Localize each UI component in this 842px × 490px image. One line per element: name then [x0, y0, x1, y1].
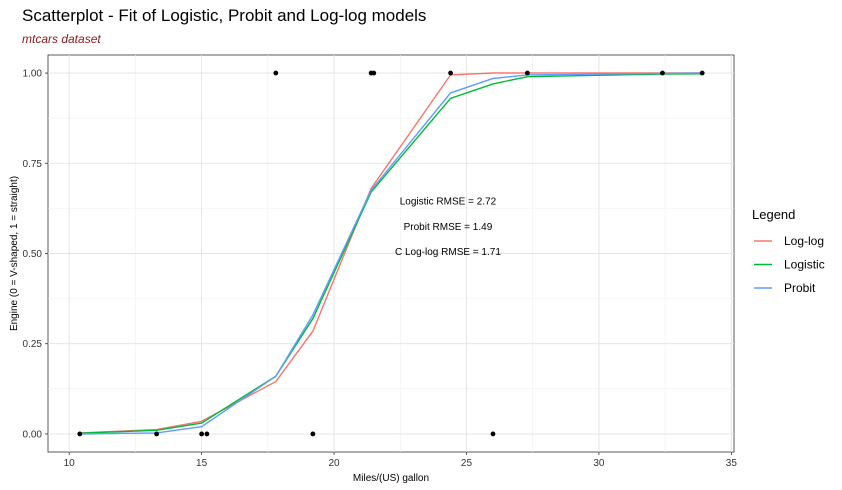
legend: Legend Log-log Logistic Probit — [752, 207, 825, 298]
y-tick-label: 0.00 — [23, 429, 43, 440]
legend-label-logistic: Logistic — [784, 258, 825, 272]
x-axis-title: Miles/(US) gallon — [353, 473, 429, 484]
x-tick-label: 15 — [196, 458, 208, 469]
legend-title: Legend — [752, 207, 795, 222]
data-point — [204, 431, 210, 437]
x-tick-label: 20 — [328, 458, 340, 469]
y-tick-label: 0.25 — [23, 339, 43, 350]
data-point — [154, 431, 159, 437]
chart-title: Scatterplot - Fit of Logistic, Probit an… — [22, 6, 427, 25]
fit-curves — [79, 72, 703, 435]
chart-subtitle: mtcars dataset — [22, 32, 101, 46]
legend-label-probit: Probit — [784, 281, 816, 295]
data-point — [273, 70, 279, 76]
data-point — [371, 70, 377, 76]
grid-lines — [48, 55, 734, 452]
x-tick-label: 30 — [593, 458, 605, 469]
y-axis-title: Engine (0 = V-shaped, 1 = straight) — [9, 176, 20, 331]
series-line-logistic — [79, 73, 703, 434]
data-point — [199, 431, 205, 437]
legend-label-log-log: Log-log — [784, 234, 824, 248]
axis-ticks: 10 15 20 25 30 35 0.00 0.25 0.50 0.75 1.00 — [23, 69, 738, 469]
rmse-annotations: Logistic RMSE = 2.72 Probit RMSE = 1.49 C … — [395, 197, 501, 259]
rmse-annotation: Logistic RMSE = 2.72 — [400, 197, 497, 208]
data-point — [448, 70, 453, 76]
series-line-probit — [79, 72, 703, 435]
x-tick-label: 25 — [461, 458, 473, 469]
data-point — [660, 70, 665, 76]
rmse-annotation: Probit RMSE = 1.49 — [404, 222, 493, 233]
y-tick-label: 1.00 — [23, 69, 43, 80]
data-point — [77, 431, 83, 437]
y-tick-label: 0.75 — [23, 159, 43, 170]
rmse-annotation: C Log-log RMSE = 1.71 — [395, 247, 501, 258]
data-point — [699, 70, 705, 76]
data-point — [525, 70, 530, 76]
data-point — [490, 431, 496, 437]
y-tick-label: 0.50 — [23, 249, 43, 260]
series-line-log-log — [79, 72, 703, 434]
data-point — [310, 431, 316, 437]
data-points — [77, 70, 705, 437]
x-tick-label: 10 — [64, 458, 76, 469]
x-tick-label: 35 — [726, 458, 738, 469]
